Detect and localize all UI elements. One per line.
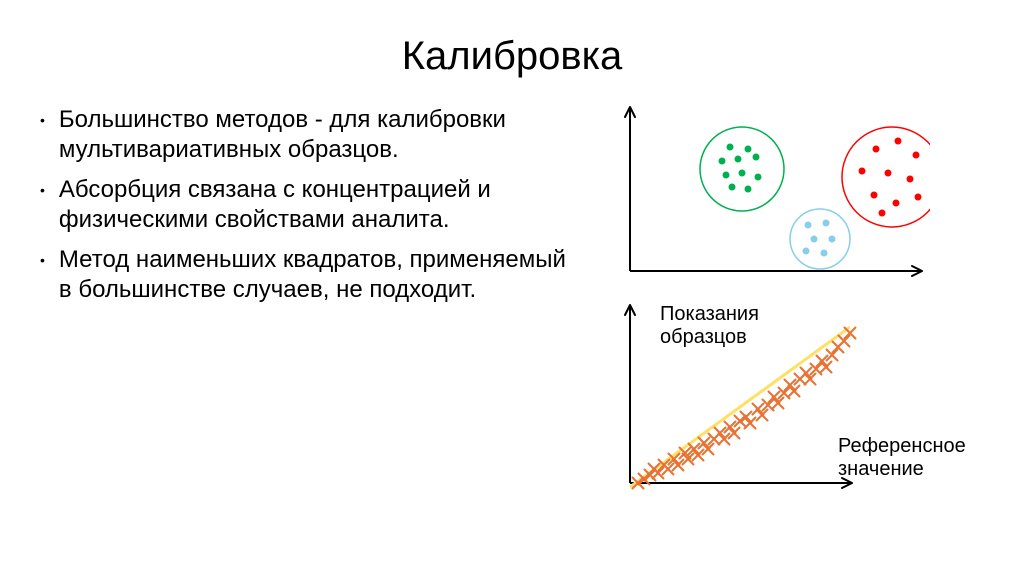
page-title: Калибровка	[0, 0, 1024, 99]
bullet-item: •Абсорбция связана с концентрацией и физ…	[56, 175, 570, 235]
bullet-text: Метод наименьших квадратов, применяемый …	[59, 245, 570, 305]
figures-column: Показанияобразцов Референсноезначение	[570, 99, 994, 497]
bullet-item: •Метод наименьших квадратов, применяемый…	[56, 245, 570, 305]
bullet-list: •Большинство методов - для калибровки му…	[30, 99, 570, 497]
scatter-y-label: Показанияобразцов	[660, 303, 759, 349]
bullet-text: Большинство методов - для калибровки мул…	[59, 105, 570, 165]
scatter-x-label: Референсноезначение	[838, 435, 966, 481]
bullet-item: •Большинство методов - для калибровки му…	[56, 105, 570, 165]
content-row: •Большинство методов - для калибровки му…	[0, 99, 1024, 497]
cluster-chart	[600, 99, 930, 289]
bullet-text: Абсорбция связана с концентрацией и физи…	[59, 175, 570, 235]
